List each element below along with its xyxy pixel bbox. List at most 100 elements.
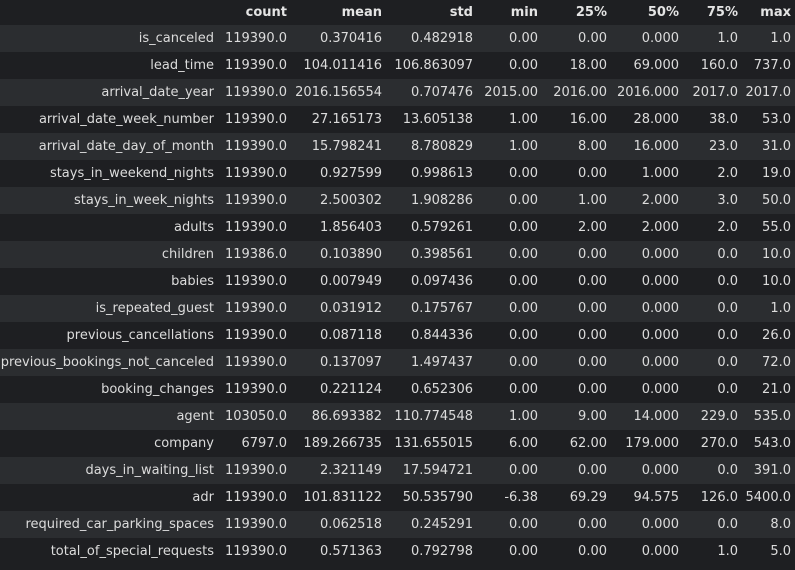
max-header: max [760, 5, 791, 20]
cell-mean: 0.571363 [319, 544, 382, 559]
cell-std: 0.844336 [410, 328, 473, 343]
index-header [0, 0, 221, 25]
cell-mean: 86.693382 [311, 409, 382, 424]
cell-p75: 126.0 [700, 490, 738, 505]
cell-p25: 2.00 [578, 220, 607, 235]
table-row: required_car_parking_spaces 119390.0 0.062… [0, 511, 795, 538]
cell-p50: 0.000 [641, 247, 679, 262]
cell-mean: 104.011416 [303, 58, 382, 73]
cell-mean: 2.500302 [319, 193, 382, 208]
row-label: babies [171, 274, 214, 289]
cell-p25: 0.00 [578, 166, 607, 181]
cell-std: 0.652306 [410, 382, 473, 397]
cell-mean: 15.798241 [311, 139, 382, 154]
cell-p25: 9.00 [578, 409, 607, 424]
cell-mean: 27.165173 [311, 112, 382, 127]
cell-min: 1.00 [509, 409, 538, 424]
cell-p25: 62.00 [569, 436, 607, 451]
cell-count: 119390.0 [224, 301, 287, 316]
cell-max: 53.0 [762, 112, 791, 127]
cell-count: 119390.0 [224, 328, 287, 343]
cell-mean: 2.321149 [319, 463, 382, 478]
cell-count: 119390.0 [224, 31, 287, 46]
cell-p75: 0.0 [717, 328, 738, 343]
table-row: adr 119390.0 101.831122 50.535790 -6.38 69.29… [0, 484, 795, 511]
cell-min: -6.38 [504, 490, 538, 505]
p75-header: 75% [706, 5, 738, 20]
cell-std: 17.594721 [402, 463, 473, 478]
cell-mean: 1.856403 [319, 220, 382, 235]
cell-max: 737.0 [753, 58, 791, 73]
cell-std: 0.482918 [410, 31, 473, 46]
cell-max: 55.0 [762, 220, 791, 235]
cell-p25: 0.00 [578, 274, 607, 289]
cell-p50: 2016.000 [616, 85, 679, 100]
cell-mean: 0.103890 [319, 247, 382, 262]
cell-min: 0.00 [509, 166, 538, 181]
cell-std: 8.780829 [410, 139, 473, 154]
cell-max: 10.0 [762, 247, 791, 262]
min-header: min [510, 5, 538, 20]
cell-std: 0.245291 [410, 517, 473, 532]
cell-std: 0.175767 [410, 301, 473, 316]
row-label: lead_time [150, 58, 214, 73]
table-row: agent 103050.0 86.693382 110.774548 1.00 9.00… [0, 403, 795, 430]
cell-count: 6797.0 [241, 436, 288, 451]
cell-min: 0.00 [509, 58, 538, 73]
cell-p75: 0.0 [717, 274, 738, 289]
row-label: company [154, 436, 214, 451]
cell-p75: 38.0 [709, 112, 738, 127]
cell-max: 1.0 [770, 31, 791, 46]
cell-p75: 0.0 [717, 355, 738, 370]
table-row: booking_changes 119390.0 0.221124 0.652306 0… [0, 376, 795, 403]
cell-count: 119390.0 [224, 220, 287, 235]
cell-min: 0.00 [509, 247, 538, 262]
cell-p25: 0.00 [578, 463, 607, 478]
cell-max: 72.0 [762, 355, 791, 370]
cell-p25: 0.00 [578, 301, 607, 316]
cell-count: 103050.0 [224, 409, 287, 424]
cell-std: 110.774548 [394, 409, 473, 424]
cell-p25: 0.00 [578, 247, 607, 262]
row-label: arrival_date_day_of_month [38, 139, 214, 154]
p50-header: 50% [647, 5, 679, 20]
row-label: previous_bookings_not_canceled [0, 355, 214, 370]
cell-mean: 0.370416 [319, 31, 382, 46]
cell-count: 119390.0 [224, 490, 287, 505]
cell-p75: 0.0 [717, 517, 738, 532]
cell-mean: 189.266735 [303, 436, 382, 451]
cell-p25: 0.00 [578, 382, 607, 397]
cell-min: 0.00 [509, 382, 538, 397]
cell-std: 0.579261 [410, 220, 473, 235]
table-row: days_in_waiting_list 119390.0 2.321149 17.5… [0, 457, 795, 484]
cell-p75: 0.0 [717, 463, 738, 478]
cell-p25: 1.00 [578, 193, 607, 208]
table-row: lead_time 119390.0 104.011416 106.863097 0.0… [0, 52, 795, 79]
row-label: adr [192, 490, 214, 505]
table-header: count mean std min 25% 50% 75% max [0, 0, 795, 25]
cell-p75: 229.0 [700, 409, 738, 424]
cell-p50: 0.000 [641, 463, 679, 478]
cell-p50: 0.000 [641, 328, 679, 343]
cell-max: 50.0 [762, 193, 791, 208]
cell-p50: 1.000 [641, 166, 679, 181]
cell-count: 119390.0 [224, 382, 287, 397]
cell-min: 1.00 [509, 139, 538, 154]
cell-p75: 0.0 [717, 301, 738, 316]
row-label: total_of_special_requests [50, 544, 214, 559]
table-row: arrival_date_day_of_month 119390.0 15.7982… [0, 133, 795, 160]
cell-count: 119390.0 [224, 193, 287, 208]
table-row: is_canceled 119390.0 0.370416 0.482918 0.00 0… [0, 25, 795, 52]
cell-max: 391.0 [753, 463, 791, 478]
cell-mean: 0.031912 [319, 301, 382, 316]
cell-p50: 14.000 [633, 409, 680, 424]
table-row: arrival_date_year 119390.0 2016.156554 0.70… [0, 79, 795, 106]
table-row: children 119386.0 0.103890 0.398561 0.00 0.00… [0, 241, 795, 268]
cell-count: 119390.0 [224, 166, 287, 181]
cell-max: 5.0 [770, 544, 791, 559]
cell-p75: 160.0 [700, 58, 738, 73]
table-row: company 6797.0 189.266735 131.655015 6.00 62.… [0, 430, 795, 457]
table-row: adults 119390.0 1.856403 0.579261 0.00 2.00 2.… [0, 214, 795, 241]
